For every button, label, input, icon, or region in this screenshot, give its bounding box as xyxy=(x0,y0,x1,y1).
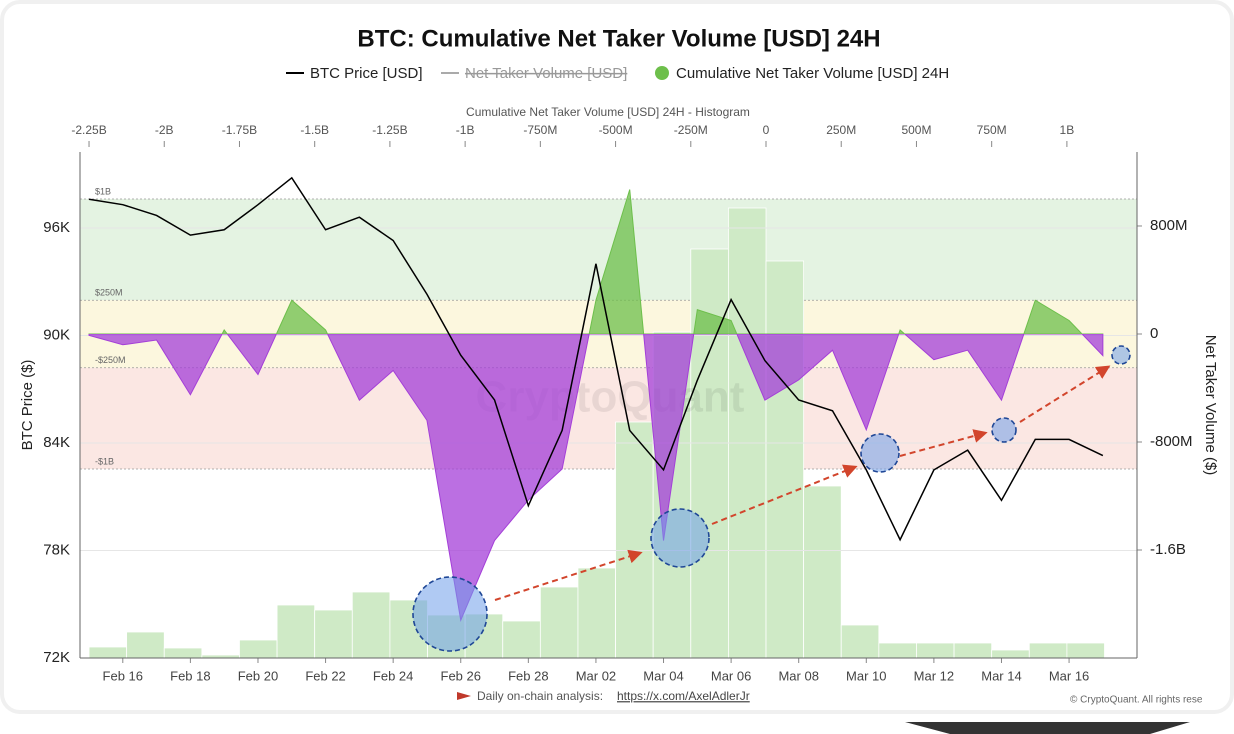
y-tick-label: 96K xyxy=(43,219,70,236)
histogram-bar xyxy=(239,639,278,659)
arrow xyxy=(494,549,643,601)
y-tick-label: 78K xyxy=(43,541,70,558)
histogram-bar xyxy=(1066,642,1105,659)
chart-title: BTC: Cumulative Net Taker Volume [USD] 2… xyxy=(357,25,880,52)
axes-layer: -2.25B -2B -1.75B -1.5B -1.25B -1B -750M -500M -… xyxy=(43,123,1192,683)
histogram-bar xyxy=(916,642,955,659)
legend-label: BTC Price [USD] xyxy=(310,65,423,82)
area-positive xyxy=(88,189,1104,334)
histogram-bar xyxy=(314,609,353,659)
footer-link[interactable]: https://x.com/AxelAdlerJr xyxy=(617,689,750,703)
top-tick-label: -500M xyxy=(599,123,633,137)
top-tick-label: -1.25B xyxy=(372,123,407,137)
y2-tick-label: 0 xyxy=(1150,325,1158,342)
x-tick-label: Mar 14 xyxy=(981,668,1021,683)
x-tick-label: Mar 12 xyxy=(914,668,954,683)
histogram-bar xyxy=(163,647,203,659)
histogram-layer xyxy=(88,207,1105,659)
area-negative xyxy=(88,333,1104,622)
histogram-bar xyxy=(991,649,1030,659)
x-tick-label: Feb 24 xyxy=(373,668,413,683)
histogram-bar xyxy=(765,260,805,659)
histogram-bar xyxy=(276,604,316,659)
x-tick-label: Mar 02 xyxy=(576,668,616,683)
top-tick-label: -1B xyxy=(456,123,475,137)
arrow xyxy=(711,464,858,525)
histogram-title: Cumulative Net Taker Volume [USD] 24H - … xyxy=(466,105,750,119)
legend: BTC Price [USD] Net Taker Volume [USD] Cum… xyxy=(286,65,949,82)
histogram-bar xyxy=(615,421,654,659)
price-line xyxy=(88,176,1104,542)
x-tick-label: Mar 10 xyxy=(846,668,886,683)
top-tick-label: -750M xyxy=(523,123,557,137)
histogram-bar xyxy=(953,642,993,659)
x-tick-label: Mar 04 xyxy=(643,668,683,683)
trend-arrows xyxy=(494,365,1111,601)
x-tick-label: Feb 18 xyxy=(170,668,210,683)
histogram-bar xyxy=(840,624,880,659)
legend-label: Cumulative Net Taker Volume [USD] 24H xyxy=(676,65,949,82)
x-tick-label: Feb 28 xyxy=(508,668,548,683)
highlight-circle xyxy=(412,576,488,652)
data-layer xyxy=(88,176,1104,622)
top-tick-label: -250M xyxy=(674,123,708,137)
edge-shadow xyxy=(905,722,1190,734)
top-tick-label: 1B xyxy=(1060,123,1075,137)
histogram-bar xyxy=(803,485,842,659)
highlight-circle xyxy=(1111,345,1131,365)
x-tick-label: Mar 06 xyxy=(711,668,751,683)
top-tick-label: -2.25B xyxy=(71,123,106,137)
top-tick-label: -1.5B xyxy=(300,123,329,137)
histogram-bar xyxy=(728,207,767,659)
y2-tick-label: 800M xyxy=(1150,217,1188,234)
y-tick-label: 90K xyxy=(43,326,70,343)
arrow xyxy=(899,429,988,457)
histogram-bar xyxy=(577,567,616,659)
histogram-bar xyxy=(539,586,579,659)
arrow xyxy=(1019,365,1111,423)
x-tick-label: Mar 16 xyxy=(1049,668,1089,683)
threshold-band xyxy=(80,367,1137,469)
y2-axis-title: Net Taker Volume ($) xyxy=(1202,335,1219,476)
top-tick-label: 750M xyxy=(977,123,1007,137)
legend-swatch xyxy=(655,66,669,80)
histogram-bar xyxy=(878,642,917,659)
y2-tick-label: -1.6B xyxy=(1150,541,1186,558)
threshold-label: -$250M xyxy=(95,355,126,365)
top-tick-label: -2B xyxy=(155,123,174,137)
histogram-bar xyxy=(502,620,541,659)
highlight-circle xyxy=(991,417,1017,443)
highlights xyxy=(412,345,1131,652)
x-tick-label: Feb 22 xyxy=(305,668,345,683)
x-tick-label: Feb 16 xyxy=(103,668,143,683)
x-tick-label: Feb 20 xyxy=(238,668,278,683)
histogram-bar xyxy=(88,646,128,659)
y-tick-label: 72K xyxy=(43,649,70,666)
y-axis-title: BTC Price ($) xyxy=(19,360,36,451)
highlight-circle xyxy=(860,433,900,473)
x-tick-label: Mar 08 xyxy=(778,668,818,683)
footer-icon xyxy=(457,692,471,700)
threshold-label: $250M xyxy=(95,288,123,298)
y-tick-label: 84K xyxy=(43,434,70,451)
footer-text: Daily on-chain analysis: xyxy=(477,689,603,703)
copyright: © CryptoQuant. All rights rese xyxy=(1070,695,1203,706)
histogram-bar xyxy=(126,631,165,659)
histogram-bar xyxy=(1028,642,1068,659)
x-tick-label: Feb 26 xyxy=(441,668,481,683)
y2-tick-label: -800M xyxy=(1150,433,1193,450)
top-tick-label: 500M xyxy=(901,123,931,137)
histogram-bar xyxy=(690,248,729,659)
top-tick-label: 0 xyxy=(763,123,770,137)
histogram-bar xyxy=(351,591,391,659)
legend-label: Net Taker Volume [USD] xyxy=(465,65,627,82)
threshold-label: $1B xyxy=(95,186,111,196)
top-tick-label: 250M xyxy=(826,123,856,137)
threshold-label: -$1B xyxy=(95,456,114,466)
top-tick-label: -1.75B xyxy=(222,123,257,137)
highlight-circle xyxy=(650,508,710,568)
